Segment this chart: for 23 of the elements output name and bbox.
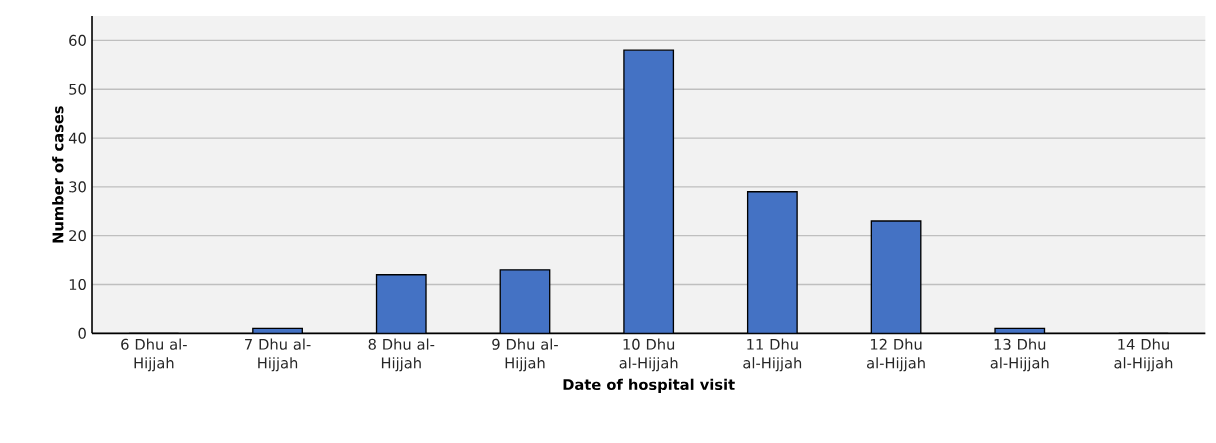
y-axis-title: Number of cases <box>52 106 64 243</box>
y-tick-label: 20 <box>69 230 86 242</box>
y-tick-label: 10 <box>69 279 86 291</box>
y-tick-label: 40 <box>68 132 86 144</box>
x-tick-label: 9 Dhu al-Hijjah <box>492 338 558 372</box>
bar <box>500 270 550 334</box>
y-tick-label: 60 <box>69 35 86 47</box>
x-tick-label: 10 Dhu al-Hijjah <box>619 338 678 372</box>
x-tick-label: 12 Dhu al-Hijjah <box>867 338 925 372</box>
x-tick-label: 7 Dhu al-Hijjah <box>245 338 311 372</box>
x-tick-label: 11 Dhu al-Hijjah <box>743 338 802 372</box>
x-tick-label: 14 Dhu al-Hijjah <box>1114 338 1173 372</box>
y-tick-label: 0 <box>78 327 86 340</box>
bar <box>871 221 921 334</box>
bar <box>376 274 427 334</box>
x-tick-label: 6 Dhu al-Hijjah <box>121 338 187 372</box>
x-tick-label: 13 Dhu al-Hijjah <box>990 338 1049 372</box>
bar <box>747 191 798 334</box>
bar <box>623 50 674 334</box>
x-tick-label: 8 Dhu al-Hijjah <box>368 338 435 372</box>
y-tick-label: 30 <box>69 181 86 193</box>
y-tick-label: 50 <box>69 83 86 95</box>
x-axis-title: Date of hospital visit <box>563 378 735 394</box>
